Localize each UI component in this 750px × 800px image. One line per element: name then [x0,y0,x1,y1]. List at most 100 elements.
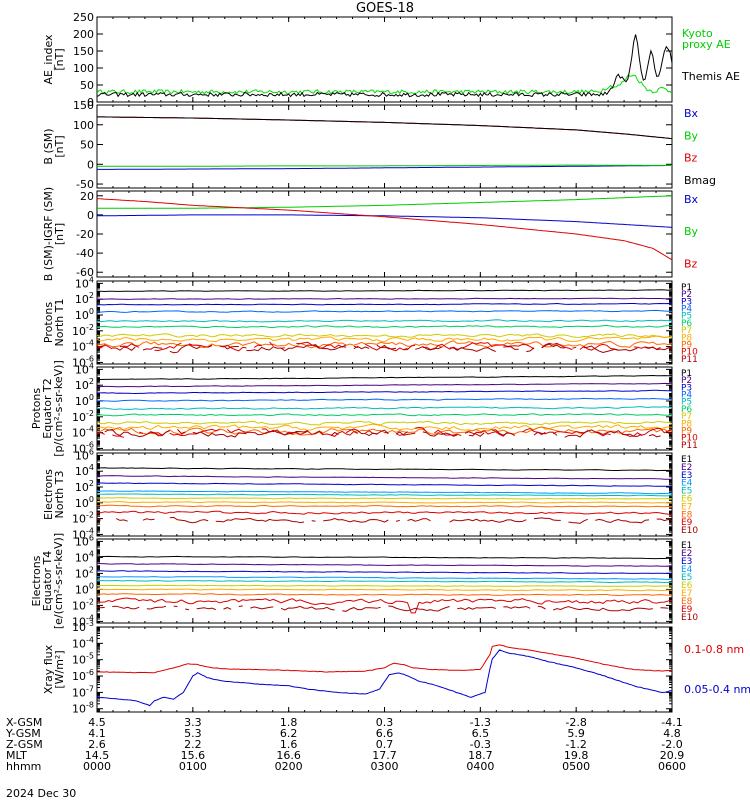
series-line-bx [97,165,672,170]
series-line-p11 [503,346,519,350]
series-line-p10 [522,427,546,436]
x-table-value: 6.6 [376,727,394,740]
x-table-value: 0000 [83,760,111,773]
x-table-value: 6.5 [472,727,490,740]
series-line-by [97,195,672,209]
series-line-e10 [388,605,450,612]
y-axis-label: [nT] [53,223,66,245]
series-line-p11 [192,431,247,438]
series-line-p10 [154,342,182,352]
series-line-p11 [177,429,186,435]
legend-entry: E8 [681,597,693,607]
legend: 0.1-0.8 nm 0.05-0.4 nm [684,643,750,696]
series-line-p7 [97,420,672,426]
panel-frame [96,280,673,365]
y-axis-label: Electrons [42,469,55,520]
series-line-e1 [97,555,672,560]
y-tick-label: 0 [87,96,94,109]
series-group [97,34,672,98]
series-line-e10 [449,518,527,523]
series-line-e10 [223,607,232,610]
x-table-value: 20.9 [660,749,685,762]
series-line-p2 [97,297,672,300]
series-line-p5 [97,319,672,323]
series-line-p8 [97,335,672,343]
series-line-p11 [330,431,339,437]
legend: Bx By Bz [684,193,699,270]
series-line-p11 [572,346,577,349]
series-line-e10 [503,606,531,609]
series-line-e8 [97,593,672,597]
y-axis-label: Protons [42,302,55,343]
x-table-value: 4.1 [88,727,106,740]
legend-entry: P7 [681,412,692,422]
x-table-row-label: MLT [6,749,27,762]
legend-entry: P5 [681,312,692,322]
y-tick-label: 104 [75,549,94,564]
series-line-p10 [261,428,358,437]
legend-entry: P7 [681,326,692,336]
series-group [97,116,672,170]
series-line-e10 [215,517,305,524]
y-tick-label: 10-4 [72,526,94,541]
series-line-p10 [552,430,588,435]
series-line-e10 [553,606,653,612]
series-line-p10 [188,343,213,348]
x-table-value: 3.3 [184,716,202,729]
y-axis-label: B (SM)-IGRF (SM) [42,187,55,281]
x-table-value: 14.5 [85,749,110,762]
legend-entry: E2 [681,549,692,559]
y-tick-label: -50 [76,178,94,191]
y-tick-label: 250 [73,11,94,24]
series-line-e7 [97,501,672,504]
series-group [97,467,672,524]
legend-entry: P2 [681,376,692,386]
legend-entry: E8 [681,510,693,520]
y-tick-label: -60 [76,266,94,279]
legend-entry: P11 [681,355,698,365]
panel-frame [96,16,673,103]
series-line-p10 [169,428,220,437]
y-tick-label: 104 [75,275,94,290]
x-table-row-label: X-GSM [6,716,42,729]
y-tick-label: 102 [75,565,94,580]
x-table-value: 2.6 [88,738,106,751]
series-line-bx [97,214,672,228]
series-line-e9 [97,597,672,614]
legend-entry: proxy AE [682,38,731,51]
series-line-e5 [97,579,672,584]
y-tick-label: 10-5 [72,652,94,667]
legend-entry: E3 [681,471,692,481]
y-axis-label: B (SM) [42,128,55,164]
y-tick-label: 10-3 [72,619,94,634]
series-line-p9 [97,426,672,436]
series-line-e10 [142,518,155,521]
x-table-row-label: Z-GSM [6,738,43,751]
series-line-p6 [97,413,672,417]
series-line-p10 [119,343,140,348]
y-tick-label: 150 [73,45,94,58]
series-line-p11 [648,434,661,438]
series-line-0-1-0-8-nm [97,644,672,674]
legend-entry: P5 [681,398,692,408]
series-line-bmag [97,116,672,140]
x-table-value: -2.8 [565,716,586,729]
date-label: 2024 Dec 30 [6,787,76,800]
y-axis-label: Protons [30,388,43,429]
series-line-p1 [97,289,672,293]
series-line-e4 [97,576,672,580]
series-line-p11 [526,347,535,353]
legend-entry: E5 [681,573,692,583]
legend-entry: P9 [681,426,692,436]
series-line-e10 [112,605,140,610]
series-line-p10 [112,434,124,438]
legend-entry: P4 [681,305,692,315]
y-tick-label: -40 [76,247,94,260]
y-tick-label: 106 [75,533,94,548]
figure-title: GOES-18 [356,1,414,16]
